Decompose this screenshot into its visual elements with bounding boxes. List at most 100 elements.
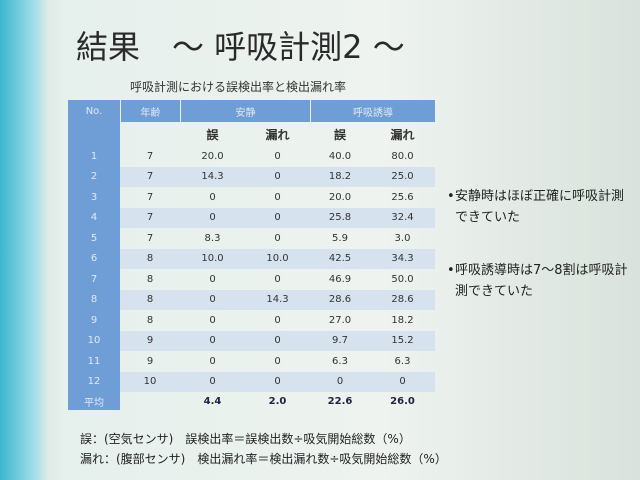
table-cell: 8: [146, 253, 154, 265]
table-cell: 5.9: [332, 232, 348, 244]
table-cell: 7: [146, 150, 154, 162]
table-cell: [120, 207, 435, 228]
table-cell: 4: [68, 207, 120, 228]
table-cell: 8: [146, 294, 154, 306]
table-cell: 12: [68, 371, 120, 392]
table-cell: 漏れ: [265, 127, 290, 142]
table-cell: 22.6: [327, 395, 353, 407]
table-cell: 28.6: [328, 294, 352, 306]
table-cell: 20.0: [201, 150, 224, 162]
table-cell: 25.0: [391, 171, 414, 183]
table-cell: 0: [209, 376, 216, 388]
table-cell: 10.0: [266, 253, 289, 265]
table-cell: 0: [209, 191, 216, 203]
table-cell: 4.4: [203, 395, 222, 407]
table-cell: 6.3: [394, 355, 411, 367]
table-cell: 漏れ: [390, 127, 415, 142]
table-cell: 8: [146, 314, 154, 326]
side-strip: [0, 0, 48, 480]
table-cell: 0: [209, 294, 216, 306]
table-cell: 呼吸誘導: [310, 100, 435, 122]
table-cell: [120, 166, 435, 187]
table-cell: 15.2: [391, 335, 414, 347]
table-cell: 8: [146, 273, 154, 285]
table-cell: 7: [146, 171, 154, 183]
table-cell: 46.9: [328, 273, 352, 285]
table-cell: 年齢: [120, 100, 180, 122]
table-caption: 呼吸計測における誤検出率と検出漏れ率: [130, 80, 347, 94]
table-cell: 10: [143, 376, 157, 388]
table-cell: 26.0: [390, 395, 415, 407]
table-cell: 8.3: [204, 232, 221, 244]
table-cell: 0: [274, 355, 281, 367]
table-cell: No.: [68, 100, 120, 122]
table-cell: 誤: [206, 127, 219, 142]
table-cell: 9.7: [332, 335, 348, 347]
table-cell: 10.0: [201, 253, 224, 265]
table-cell: 0: [274, 376, 281, 388]
table-cell: 3: [68, 187, 120, 208]
table-cell: 7: [146, 212, 154, 224]
table-cell: 50.0: [391, 273, 414, 285]
table-cell: 34.3: [391, 253, 414, 265]
table-cell: [120, 330, 435, 351]
table-cell: 0: [274, 335, 281, 347]
table-cell: 11: [68, 351, 120, 372]
bullet: 安静時はほぼ正確に呼吸計測できていた: [447, 186, 630, 228]
table-cell: 0: [274, 191, 281, 203]
table-cell: 0: [209, 314, 216, 326]
table-cell: 0: [274, 232, 281, 244]
table-cell: 0: [209, 212, 216, 224]
table-cell: 0: [274, 273, 281, 285]
table-cell: 6.3: [332, 355, 348, 367]
table-cell: 80.0: [391, 150, 414, 162]
slide-title: 結果 ～ 呼吸計測2 ～: [76, 28, 405, 66]
table-cell: 誤: [333, 127, 346, 142]
table-cell: 25.6: [391, 191, 414, 203]
table-cell: 0: [399, 376, 406, 388]
table-cell: 20.0: [328, 191, 352, 203]
table-cell: 40.0: [328, 150, 352, 162]
table-cell: 9: [146, 335, 154, 347]
table-cell: [120, 371, 435, 392]
table-cell: [120, 289, 435, 310]
table-cell: 0: [209, 273, 216, 285]
table-cell: 0: [274, 314, 281, 326]
table-cell: 14.3: [266, 294, 289, 306]
footnote: 誤：(空気センサ) 誤検出率＝誤検出数÷吸気開始総数（%）: [80, 432, 411, 446]
table-cell: 25.8: [328, 212, 352, 224]
footnote: 漏れ：(腹部センサ) 検出漏れ率＝検出漏れ数÷吸気開始総数（%）: [80, 452, 447, 466]
table-cell: 9: [146, 355, 154, 367]
table-cell: 5: [68, 228, 120, 249]
table-cell: 18.2: [328, 171, 352, 183]
table-cell: 27.0: [328, 314, 352, 326]
table-cell: 28.6: [391, 294, 414, 306]
table-cell: 2.0: [268, 395, 287, 407]
table-cell: 2: [68, 166, 120, 187]
table-cell: 3.0: [394, 232, 411, 244]
table-cell: 9: [68, 310, 120, 331]
table-cell: 0: [274, 212, 281, 224]
table-cell: 10: [68, 330, 120, 351]
table-cell: 6: [68, 248, 120, 269]
table-cell: 1: [68, 146, 120, 167]
table-cell: 0: [336, 376, 344, 388]
table-cell: [120, 248, 435, 269]
table-cell: 7: [68, 269, 120, 290]
table-cell: 0: [209, 355, 216, 367]
table-cell: 0: [274, 150, 281, 162]
bullet: 呼吸誘導時は7～8割は呼吸計測できていた: [447, 260, 630, 302]
table-cell: 安静: [180, 100, 310, 122]
table-cell: 18.2: [391, 314, 414, 326]
table-cell: 7: [146, 191, 154, 203]
table-cell: 0: [274, 171, 281, 183]
table-cell: 平均: [68, 392, 120, 410]
table-cell: 32.4: [391, 212, 414, 224]
table-cell: 14.3: [201, 171, 224, 183]
table-cell: 7: [146, 232, 154, 244]
table-cell: 42.5: [328, 253, 352, 265]
table-cell: 0: [209, 335, 216, 347]
table-cell: 8: [68, 289, 120, 310]
table-cell: [68, 122, 120, 146]
